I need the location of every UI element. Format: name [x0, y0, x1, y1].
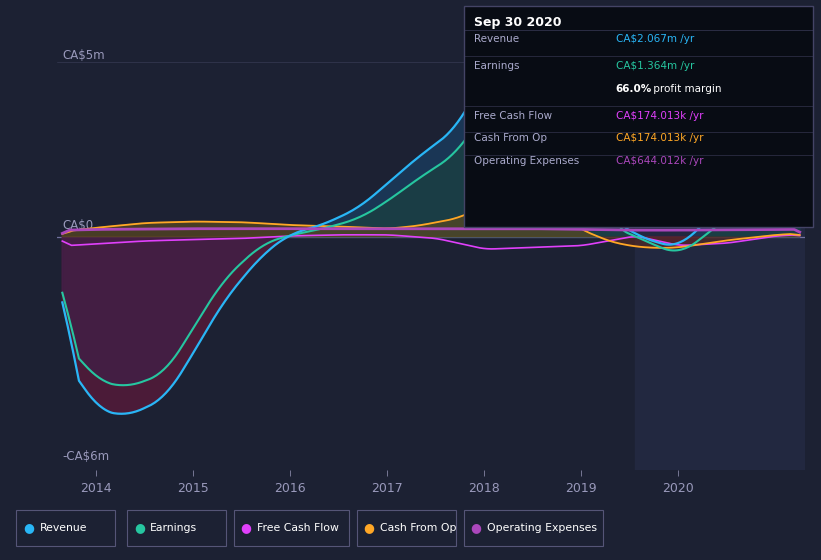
Text: ●: ● — [470, 521, 481, 534]
Text: Operating Expenses: Operating Expenses — [487, 523, 597, 533]
Text: Operating Expenses: Operating Expenses — [474, 156, 579, 166]
Bar — [635, 28, 805, 470]
Text: Cash From Op: Cash From Op — [474, 133, 547, 143]
Text: Free Cash Flow: Free Cash Flow — [474, 110, 552, 120]
Text: CA$644.012k /yr: CA$644.012k /yr — [616, 156, 704, 166]
Text: 66.0%: 66.0% — [616, 84, 652, 94]
Text: -CA$6m: -CA$6m — [62, 450, 109, 463]
Text: ●: ● — [241, 521, 251, 534]
Text: CA$5m: CA$5m — [62, 49, 105, 62]
Text: CA$174.013k /yr: CA$174.013k /yr — [616, 110, 704, 120]
Text: Earnings: Earnings — [474, 61, 519, 71]
Text: Earnings: Earnings — [150, 523, 197, 533]
Text: Revenue: Revenue — [474, 34, 519, 44]
Text: Cash From Op: Cash From Op — [380, 523, 456, 533]
Text: ●: ● — [364, 521, 374, 534]
Text: CA$174.013k /yr: CA$174.013k /yr — [616, 133, 704, 143]
Text: ●: ● — [23, 521, 34, 534]
Text: CA$0: CA$0 — [62, 220, 94, 232]
Text: Free Cash Flow: Free Cash Flow — [257, 523, 339, 533]
Text: profit margin: profit margin — [650, 84, 722, 94]
Text: Revenue: Revenue — [39, 523, 87, 533]
Text: ●: ● — [134, 521, 144, 534]
Text: CA$1.364m /yr: CA$1.364m /yr — [616, 61, 694, 71]
Text: CA$2.067m /yr: CA$2.067m /yr — [616, 34, 694, 44]
Text: Sep 30 2020: Sep 30 2020 — [474, 16, 562, 29]
